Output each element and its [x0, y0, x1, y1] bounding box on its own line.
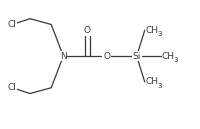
- Text: Si: Si: [132, 52, 140, 61]
- Text: 3: 3: [156, 83, 161, 89]
- Text: 3: 3: [156, 31, 161, 37]
- Text: CH: CH: [161, 52, 174, 61]
- Text: N: N: [60, 52, 66, 61]
- Text: 3: 3: [172, 57, 177, 63]
- Text: O: O: [103, 52, 109, 61]
- Text: Cl: Cl: [8, 83, 16, 92]
- Text: Cl: Cl: [8, 20, 16, 29]
- Text: O: O: [84, 26, 90, 35]
- Text: CH: CH: [145, 77, 158, 86]
- Text: CH: CH: [145, 26, 158, 35]
